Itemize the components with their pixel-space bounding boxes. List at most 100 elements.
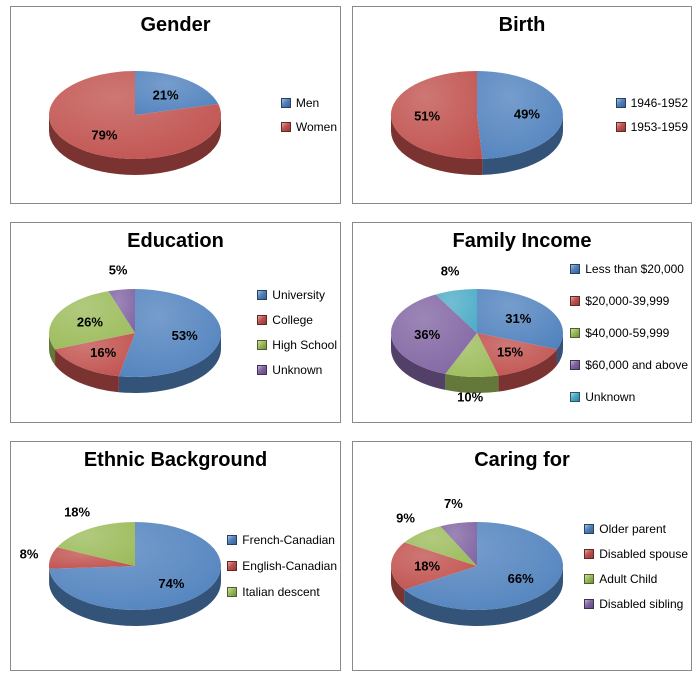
pie-slice-italian-descent xyxy=(57,522,135,566)
pie-slice-side xyxy=(49,115,221,175)
legend-swatch-icon xyxy=(227,561,238,571)
pie-plot: 49% 51% xyxy=(355,31,600,199)
legend-label: Older parent xyxy=(599,521,666,536)
legend-label: High School xyxy=(272,338,337,352)
legend-item: Less than $20,000 xyxy=(570,262,684,276)
legend-label: 1946-1952 xyxy=(630,96,688,110)
legend-swatch-icon xyxy=(570,359,581,370)
legend-item: University xyxy=(257,288,325,302)
pie-slice-university xyxy=(118,288,222,377)
pie-slice-side xyxy=(55,348,119,392)
legend-item: Older parent xyxy=(584,522,666,536)
legend-item: 1946-1952 xyxy=(615,96,688,110)
legend-label: Disabled spouse xyxy=(599,546,688,561)
pie-slice-side xyxy=(49,566,221,626)
slice-label: 16% xyxy=(90,345,116,360)
slice-label: 53% xyxy=(172,327,198,342)
pie-slice-french-canadian xyxy=(49,522,222,610)
legend-swatch-icon xyxy=(227,535,238,545)
pie-slice-side xyxy=(498,348,557,392)
chart-panel-family-income: Family Income 31% 15% 10% 36% 8% Less than $… xyxy=(352,222,692,423)
slice-label: 31% xyxy=(505,311,531,326)
pie-slice-men xyxy=(135,71,219,115)
pie-slice-side xyxy=(482,115,563,175)
chart-title: Family Income xyxy=(452,230,592,252)
slice-label: 5% xyxy=(109,262,128,277)
legend-swatch-icon xyxy=(280,122,291,132)
legend-swatch-icon xyxy=(280,98,291,108)
slice-label: 8% xyxy=(20,547,39,562)
pie-plot: 31% 15% 10% 36% 8% xyxy=(355,249,600,417)
slice-label: 79% xyxy=(91,128,117,143)
pie-plot: 53% 16% 26% 5% xyxy=(13,249,258,417)
pie-slice-side xyxy=(556,332,563,365)
legend-item: Men xyxy=(280,96,319,110)
pie-slice-side xyxy=(445,373,499,393)
pie-slice-side xyxy=(391,115,483,175)
pie-slice-1953-1959 xyxy=(390,70,483,159)
legend-item: Unknown xyxy=(570,390,635,404)
legend-label: Adult Child xyxy=(599,571,658,586)
legend-label: $40,000-59,999 xyxy=(585,325,670,340)
legend-label: Unknown xyxy=(585,389,636,404)
pie-slice--60-000-and-above xyxy=(390,293,477,374)
legend: French-Canadian English-Canadian Italian d… xyxy=(227,466,337,666)
pie-slice-unknown xyxy=(435,288,477,333)
pie-slice-disabled-sibling xyxy=(440,522,477,566)
legend-item: Women xyxy=(280,120,337,134)
legend-item: Adult Child xyxy=(584,572,657,586)
pie-plot: 66% 18% 9% 7% xyxy=(355,482,600,650)
legend-label: College xyxy=(272,313,313,327)
pie-slice-side xyxy=(391,566,405,606)
chart-panel-ethnic-background: Ethnic Background 74% 8% 18% French-Canadi… xyxy=(10,441,341,671)
pie-3d: 31% 15% 10% 36% 8% xyxy=(390,263,564,404)
legend-label: Unknown xyxy=(272,363,323,377)
slice-label: 18% xyxy=(414,559,440,574)
pie-slice-adult-child xyxy=(404,526,477,566)
pie-slice-women xyxy=(49,71,222,160)
slice-label: 66% xyxy=(508,571,534,586)
legend-swatch-icon xyxy=(615,122,626,132)
pie-slice-side xyxy=(48,332,56,365)
legend-swatch-icon xyxy=(584,548,595,559)
legend-swatch-icon xyxy=(570,327,581,338)
legend-swatch-icon xyxy=(257,315,268,325)
slice-label: 26% xyxy=(77,314,103,329)
legend-label: 1953-1959 xyxy=(630,120,688,134)
pie-slice-unknown xyxy=(108,288,135,333)
slice-label: 9% xyxy=(396,511,415,526)
pie-slice-disabled-spouse xyxy=(390,542,477,590)
legend-swatch-icon xyxy=(570,263,581,274)
legend-swatch-icon xyxy=(227,587,238,597)
legend-swatch-icon xyxy=(257,290,268,300)
legend-item: High School xyxy=(257,338,337,352)
chart-title: Gender xyxy=(140,14,211,36)
chart-title: Ethnic Background xyxy=(83,449,268,471)
legend-item: Disabled sibling xyxy=(584,597,683,611)
pie-plot: 21% 79% xyxy=(13,31,258,199)
legend-item: College xyxy=(257,313,313,327)
slice-label: 21% xyxy=(153,87,179,102)
pie-slice-side xyxy=(118,332,221,393)
legend-swatch-icon xyxy=(257,365,268,375)
slice-label: 8% xyxy=(441,263,460,278)
legend: Less than $20,000 $20,000-39,999 $40,000-5… xyxy=(570,247,688,418)
slice-label: 51% xyxy=(414,108,440,123)
legend-item: Italian descent xyxy=(227,585,320,599)
legend-swatch-icon xyxy=(615,98,626,108)
legend-swatch-icon xyxy=(257,340,268,350)
legend-item: $60,000 and above xyxy=(570,358,688,372)
pie-3d: 21% 79% xyxy=(49,71,222,175)
pie-3d: 53% 16% 26% 5% xyxy=(48,262,222,393)
legend-item: $20,000-39,999 xyxy=(570,294,669,308)
legend-label: Disabled sibling xyxy=(599,596,684,611)
legend-label: Italian descent xyxy=(242,585,320,599)
pie-slice-older-parent xyxy=(404,522,563,610)
pie-slice-side xyxy=(391,332,446,390)
pie-slice--20-000-39-999 xyxy=(477,332,557,376)
legend-item: $40,000-59,999 xyxy=(570,326,669,340)
legend: 1946-1952 1953-1959 xyxy=(615,31,688,199)
chart-title: Education xyxy=(127,230,224,252)
pie-3d: 66% 18% 9% 7% xyxy=(390,496,563,627)
legend-swatch-icon xyxy=(584,523,595,534)
